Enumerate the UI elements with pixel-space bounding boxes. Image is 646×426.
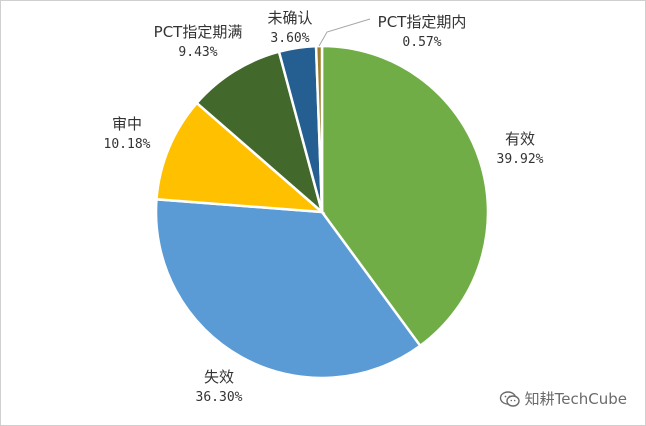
slice-name-label: 审中 [112, 115, 142, 133]
slice-percent-label: 3.60% [270, 31, 309, 46]
pie-slice [154, 197, 422, 380]
slice-name-label: PCT指定期满 [154, 23, 243, 41]
slice-name-label: 失效 [204, 368, 234, 386]
slice-name-label: PCT指定期内 [378, 13, 467, 31]
slice-percent-label: 39.92% [497, 152, 544, 167]
slice-name-label: 未确认 [267, 9, 312, 27]
leader-line [318, 18, 371, 47]
pie-slice [320, 44, 490, 348]
slice-percent-label: 0.57% [402, 35, 441, 50]
pie-slice [314, 44, 324, 213]
slice-percent-label: 9.43% [178, 45, 217, 60]
slice-name-label: 有效 [505, 130, 535, 148]
pie-slice [195, 50, 325, 216]
slice-percent-label: 10.18% [104, 137, 151, 152]
watermark: 知耕TechCube [499, 388, 627, 409]
wechat-icon [499, 390, 520, 407]
watermark-text: 知耕TechCube [524, 390, 627, 408]
slice-percent-label: 36.30% [196, 390, 243, 405]
pie-slice [155, 101, 326, 214]
